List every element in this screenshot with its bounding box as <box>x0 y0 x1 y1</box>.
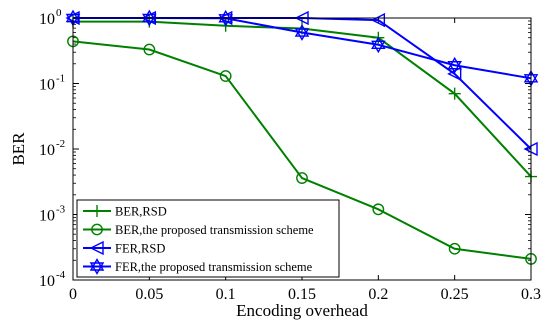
data-point <box>371 36 386 54</box>
legend-label: BER,RSD <box>115 205 167 219</box>
legend-label: BER,the proposed transmission scheme <box>115 223 314 237</box>
data-point <box>372 203 385 216</box>
legend-marker <box>89 258 105 275</box>
legend-entry: FER,the proposed transmission scheme <box>83 258 313 275</box>
data-point <box>219 70 232 82</box>
series-2 <box>67 35 537 265</box>
y-axis-label: BER <box>9 132 28 166</box>
legend-marker <box>91 205 103 217</box>
legend-marker <box>89 240 104 256</box>
plot-frame <box>72 17 532 281</box>
y-tick-label: 10-4 <box>39 269 66 290</box>
series-line <box>73 20 532 178</box>
legend: BER,RSD BER,the proposed transmission sch… <box>76 199 340 278</box>
data-point <box>296 172 308 184</box>
tick-labels: 0 0.05 0.1 0.15 0.2 0.25 0.3 100 10-1 10-2 10-3 10-… <box>39 7 541 303</box>
y-tick-label: 10-3 <box>39 204 66 225</box>
x-tick-label: 0.25 <box>441 286 469 303</box>
x-tick-label: 0.3 <box>521 286 541 303</box>
legend-entry: FER,RSD <box>83 240 165 256</box>
data-point <box>218 9 233 27</box>
data-point <box>448 87 461 100</box>
x-tick-label: 0.2 <box>368 286 388 303</box>
series-line <box>73 17 532 150</box>
x-tick-label: 0.15 <box>288 286 316 303</box>
y-tick-label: 10-1 <box>39 73 65 94</box>
legend-entry: BER,RSD <box>83 205 167 219</box>
y-tick-label: 100 <box>39 7 62 28</box>
data-point <box>447 56 462 74</box>
data-point <box>448 242 461 255</box>
y-tick-label: 10-2 <box>39 138 65 159</box>
x-tick-label: 0 <box>69 286 77 303</box>
legend-label: FER,the proposed transmission scheme <box>115 260 313 274</box>
x-tick-label: 0.05 <box>135 286 163 303</box>
x-tick-label: 0.1 <box>216 286 236 303</box>
legend-entry: BER,the proposed transmission scheme <box>83 223 314 237</box>
legend-box <box>76 199 340 278</box>
data-point <box>142 9 157 27</box>
legend-label: FER,RSD <box>115 242 165 256</box>
x-axis-label: Encoding overhead <box>236 301 368 320</box>
data-point <box>294 24 310 41</box>
data-point <box>143 43 156 56</box>
series-line <box>72 40 532 260</box>
legend-marker <box>91 223 103 236</box>
data-point <box>370 12 386 28</box>
